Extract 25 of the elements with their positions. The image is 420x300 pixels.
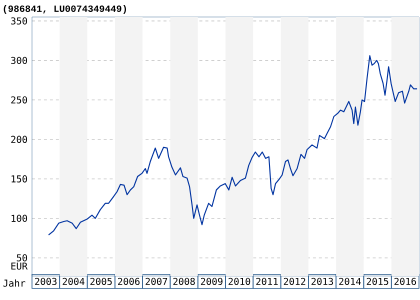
- x-tick-label: 2015: [366, 278, 388, 286]
- y-tick-label: 100: [12, 214, 28, 222]
- x-tick-label: 2016: [394, 278, 416, 286]
- x-tick-label: 2013: [312, 278, 333, 286]
- chart-title: (986841, LU0074349449): [4, 4, 126, 14]
- x-tick-label: 2006: [118, 278, 140, 286]
- line-series: [48, 55, 418, 236]
- x-tick-label: 2010: [228, 278, 250, 286]
- x-tick-label: 2011: [256, 278, 278, 286]
- y-tick-label: 200: [11, 136, 28, 143]
- y-tick-label: 300: [11, 56, 28, 64]
- x-axis-title: Jahr: [3, 279, 26, 287]
- x-tick-label: 2009: [200, 278, 222, 286]
- y-tick-label: 50: [16, 254, 28, 262]
- x-tick-label: 2003: [35, 278, 57, 286]
- x-tick-label: 2014: [339, 278, 361, 286]
- y-tick-label: 150: [12, 175, 28, 182]
- y-tick-label: 350: [11, 17, 28, 25]
- x-tick-label: 2012: [284, 278, 306, 286]
- y-axis-title: EUR: [11, 262, 28, 270]
- x-tick-label: 2004: [62, 278, 84, 286]
- x-tick-label: 2005: [90, 278, 112, 286]
- x-tick-label: 2008: [173, 278, 195, 286]
- x-tick-label: 2007: [146, 278, 168, 286]
- y-tick-label: 250: [11, 96, 28, 104]
